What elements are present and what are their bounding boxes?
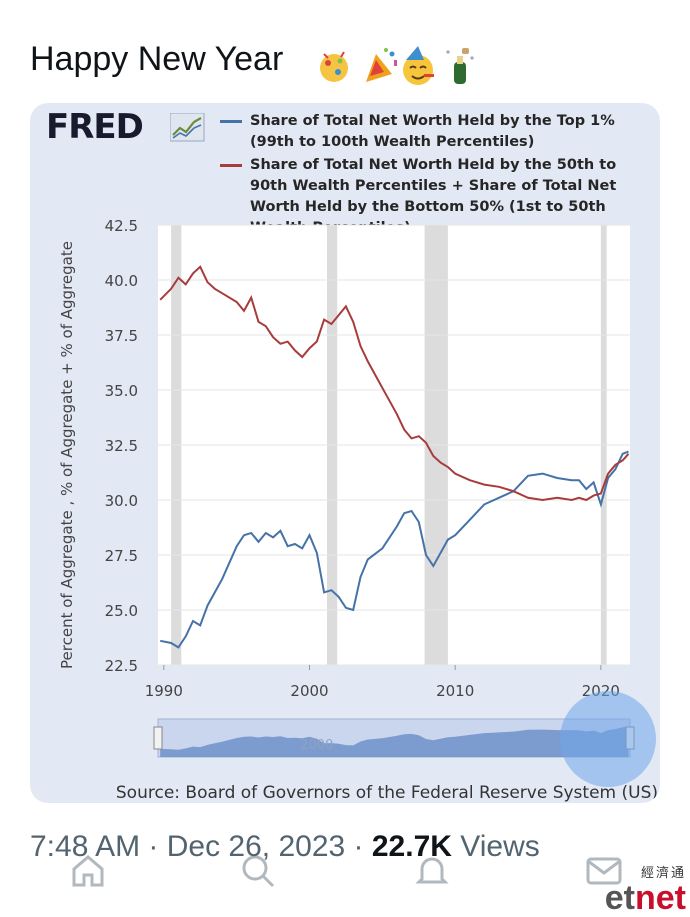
fred-logo-text: FRED <box>46 107 144 147</box>
party-popper-icon <box>366 48 397 82</box>
bottom-nav <box>0 845 690 913</box>
watermark-brand-b: net <box>635 879 686 917</box>
partying-face-icon <box>403 46 434 85</box>
y-tick-label: 30.0 <box>105 492 138 510</box>
tweet-text: Happy New Year <box>30 40 283 79</box>
line-chart: 22.5 25.0 27.5 30.0 32.5 35.0 37.5 40.0 42.5 1990… <box>58 217 656 787</box>
etnet-watermark: 經濟通 etnet <box>605 862 686 915</box>
watermark-cn: 經濟通 <box>640 865 686 880</box>
y-tick-label: 42.5 <box>105 217 138 235</box>
search-icon[interactable] <box>238 851 278 891</box>
bottle-with-popping-cork-icon <box>446 48 474 84</box>
y-tick-label: 22.5 <box>105 657 138 675</box>
y-tick-label: 27.5 <box>105 547 138 565</box>
messages-icon[interactable] <box>584 851 624 891</box>
views-count: 22.7K <box>371 830 452 863</box>
confetti-ball-icon <box>320 51 348 82</box>
legend-item-top-1: Share of Total Net Worth Held by the Top… <box>220 111 650 153</box>
series-line-top-1 <box>160 450 629 649</box>
fred-chart-image[interactable]: FRED Share of Total Net Worth Held by th… <box>30 103 660 803</box>
y-tick-label: 32.5 <box>105 437 138 455</box>
watermark-brand: etnet <box>605 881 686 915</box>
tweet-timestamp: 7:48 AM · Dec 26, 2023 · <box>30 830 372 863</box>
x-tick-label: 2010 <box>436 682 474 700</box>
tweet-text-label: Happy New Year <box>30 40 284 78</box>
navigator-area <box>160 727 629 757</box>
touch-highlight <box>560 691 656 787</box>
trend-chart-icon <box>170 113 205 142</box>
y-tick-label: 37.5 <box>105 327 138 345</box>
emoji-row <box>320 46 474 85</box>
x-tick-label: 2000 <box>290 682 328 700</box>
y-tick-label: 35.0 <box>105 382 138 400</box>
legend-swatch-blue <box>220 120 242 123</box>
watermark-brand-a: et <box>604 879 635 917</box>
y-tick-label: 25.0 <box>105 602 138 620</box>
navigator-label: 2000 <box>300 738 333 753</box>
y-tick-label: 40.0 <box>105 272 138 290</box>
notifications-icon[interactable] <box>412 851 452 891</box>
navigator-handle-left[interactable] <box>153 726 163 750</box>
home-icon[interactable] <box>68 851 108 891</box>
source-note: Source: Board of Governors of the Federa… <box>30 783 660 803</box>
source-label: Source: Board of Governors of the Federa… <box>115 783 658 803</box>
y-axis-label: Percent of Aggregate , % of Aggregate + … <box>58 241 76 669</box>
views-label: Views <box>451 830 540 863</box>
tweet-meta: 7:48 AM · Dec 26, 2023 · 22.7K Views <box>30 830 540 864</box>
series-line-bottom-90 <box>159 265 630 502</box>
fred-logo: FRED <box>46 107 144 147</box>
x-tick-label: 1990 <box>145 682 183 700</box>
legend-label-top-1: Share of Total Net Worth Held by the Top… <box>250 113 615 150</box>
legend-swatch-red <box>220 164 242 167</box>
